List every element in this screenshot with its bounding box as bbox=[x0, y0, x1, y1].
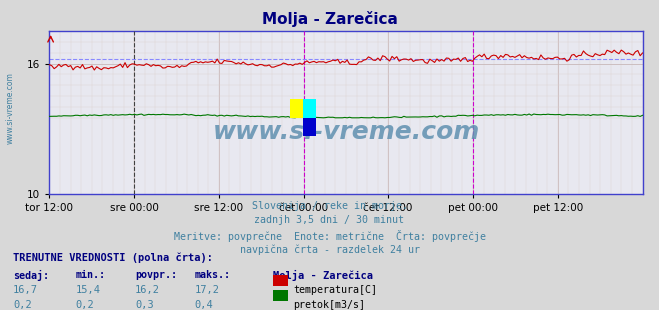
Text: temperatura[C]: temperatura[C] bbox=[293, 285, 377, 295]
Text: min.:: min.: bbox=[76, 270, 106, 280]
Text: 15,4: 15,4 bbox=[76, 285, 101, 295]
Text: 0,2: 0,2 bbox=[76, 300, 94, 310]
Text: zadnjh 3,5 dni / 30 minut: zadnjh 3,5 dni / 30 minut bbox=[254, 215, 405, 225]
Text: Molja - Zarečica: Molja - Zarečica bbox=[273, 270, 374, 281]
Text: 16,2: 16,2 bbox=[135, 285, 160, 295]
Bar bbox=[303, 99, 316, 118]
Bar bbox=[290, 99, 303, 118]
Text: www.si-vreme.com: www.si-vreme.com bbox=[212, 120, 480, 144]
Text: 0,4: 0,4 bbox=[194, 300, 213, 310]
Text: navpična črta - razdelek 24 ur: navpična črta - razdelek 24 ur bbox=[239, 244, 420, 255]
Bar bbox=[303, 118, 316, 136]
Text: sedaj:: sedaj: bbox=[13, 270, 49, 281]
Text: maks.:: maks.: bbox=[194, 270, 231, 280]
Text: 17,2: 17,2 bbox=[194, 285, 219, 295]
Text: Slovenija / reke in morje.: Slovenija / reke in morje. bbox=[252, 201, 407, 211]
Text: 16,7: 16,7 bbox=[13, 285, 38, 295]
Text: www.si-vreme.com: www.si-vreme.com bbox=[5, 73, 14, 144]
Text: pretok[m3/s]: pretok[m3/s] bbox=[293, 300, 365, 310]
Text: 0,2: 0,2 bbox=[13, 300, 32, 310]
Text: povpr.:: povpr.: bbox=[135, 270, 177, 280]
Text: TRENUTNE VREDNOSTI (polna črta):: TRENUTNE VREDNOSTI (polna črta): bbox=[13, 253, 213, 263]
Text: 0,3: 0,3 bbox=[135, 300, 154, 310]
Text: Meritve: povprečne  Enote: metrične  Črta: povprečje: Meritve: povprečne Enote: metrične Črta:… bbox=[173, 230, 486, 242]
Text: Molja - Zarečica: Molja - Zarečica bbox=[262, 11, 397, 27]
